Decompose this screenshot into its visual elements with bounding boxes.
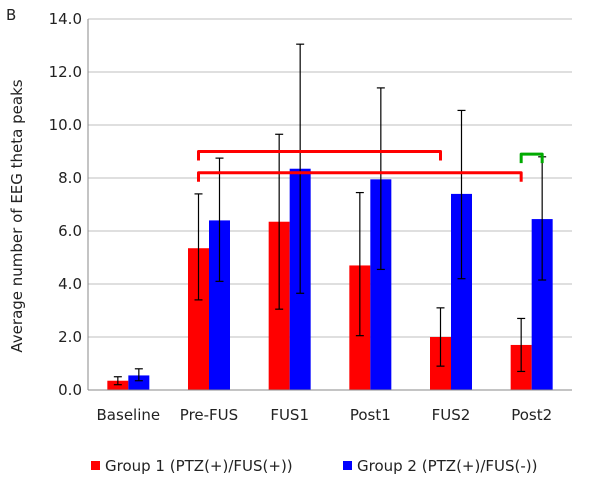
y-tick-label: 2.0 [58,328,82,346]
legend-label: Group 2 (PTZ(+)/FUS(-)) [357,457,538,475]
gridlines [88,18,572,338]
bar [531,219,553,390]
legend: Group 1 (PTZ(+)/FUS(+)) Group 2 (PTZ(+)/F… [91,457,538,475]
x-tick-label: Post1 [350,406,391,424]
y-tick-label: 6.0 [58,222,82,240]
y-tick-label: 8.0 [58,169,82,187]
significance-bracket [197,150,442,161]
y-tick-label: 14.0 [49,10,82,28]
y-axis-label: Average number of EEG theta peaks [8,79,26,352]
legend-swatch [343,461,352,470]
bar [107,380,129,390]
y-tick-labels: 0.0 2.0 4.0 6.0 8.0 10.0 12.0 14.0 [49,10,82,399]
significance-brackets [197,150,544,182]
bar [451,193,472,390]
bar [128,375,150,390]
panel-label: B [6,6,16,24]
bar [370,179,392,390]
legend-label: Group 1 (PTZ(+)/FUS(+)) [105,457,293,475]
bar [188,248,209,390]
significance-bracket [519,152,544,164]
x-tick-label: Baseline [97,406,161,424]
x-tick-label: Post2 [511,406,552,424]
x-tick-label: FUS1 [270,406,309,424]
x-tick-label: FUS2 [432,406,471,424]
y-tick-label: 10.0 [49,116,82,134]
y-tick-label: 0.0 [58,381,82,399]
x-tick-labels: Baseline Pre-FUS FUS1 Post1 FUS2 Post2 [97,406,553,424]
significance-bracket [197,171,523,182]
x-tick-label: Pre-FUS [180,406,238,424]
legend-swatch [91,461,100,470]
error-bars [113,43,547,386]
bar [209,220,230,390]
y-tick-label: 12.0 [49,63,82,81]
bars [107,168,553,390]
y-tick-label: 4.0 [58,275,82,293]
